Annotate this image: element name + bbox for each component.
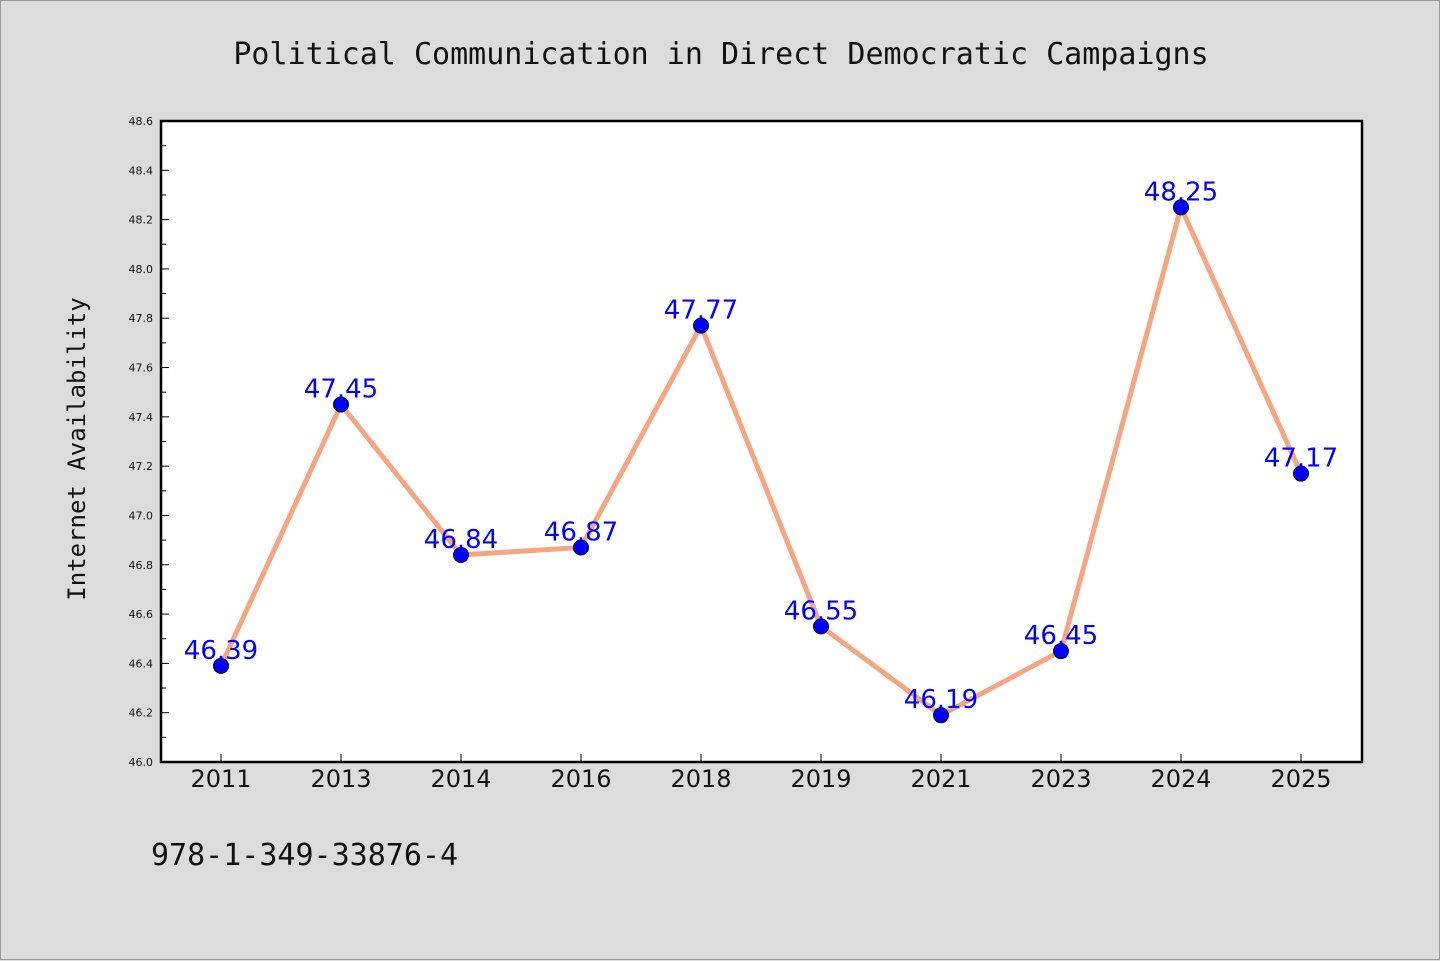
data-label: 46.84 <box>424 525 498 555</box>
data-point <box>933 707 949 724</box>
y-tick-label: 46.6 <box>129 608 154 621</box>
y-tick-label: 47.6 <box>129 362 154 375</box>
y-tick-label: 48.4 <box>129 164 154 177</box>
y-tick-label: 47.2 <box>129 460 154 473</box>
x-tick-label: 2016 <box>550 765 611 793</box>
y-axis-ticks: 46.0 46.2 46.4 46.6 46.8 47.0 47.2 47.4 47.6 47.8… <box>129 115 169 769</box>
x-tick-label: 2011 <box>190 765 251 793</box>
data-label: 47.17 <box>1264 444 1338 474</box>
chart-title: Political Communication in Direct Democr… <box>233 37 1208 72</box>
y-tick-label: 48.6 <box>129 115 154 128</box>
x-tick-label: 2025 <box>1270 765 1331 793</box>
y-tick-label: 46.8 <box>129 559 154 572</box>
y-tick-label: 46.2 <box>129 707 154 720</box>
data-label: 47.45 <box>304 375 378 405</box>
data-point <box>813 618 829 635</box>
x-tick-label: 2014 <box>430 765 491 793</box>
y-tick-label: 46.4 <box>129 657 154 670</box>
x-tick-label: 2024 <box>1150 765 1211 793</box>
data-point <box>693 317 709 334</box>
data-label: 46.45 <box>1024 621 1098 651</box>
x-tick-label: 2018 <box>670 765 731 793</box>
plot-area <box>159 119 1364 764</box>
data-labels: 46.39 47.45 46.84 46.87 47.77 46.55 46.19 46.45… <box>184 177 1338 715</box>
data-point <box>333 396 349 413</box>
data-label: 46.87 <box>544 518 618 548</box>
series-layer <box>213 199 1309 724</box>
data-label: 46.19 <box>904 685 978 715</box>
data-label: 46.55 <box>784 596 858 626</box>
data-point <box>453 546 469 563</box>
y-tick-label: 47.8 <box>129 312 154 325</box>
x-tick-label: 2019 <box>790 765 851 793</box>
y-tick-label: 47.4 <box>129 411 154 424</box>
isbn-annotation: 978-1-349-33876-4 <box>151 838 458 873</box>
series-line <box>218 204 1304 718</box>
y-tick-label: 48.2 <box>129 214 154 227</box>
y-tick-label: 46.0 <box>129 756 154 769</box>
y-tick-label: 47.0 <box>129 509 154 522</box>
x-tick-label: 2023 <box>1030 765 1091 793</box>
x-axis-ticks: 2011 2013 2014 2016 2018 2019 2021 2023 2024 2025 <box>190 754 1332 793</box>
data-point <box>1293 465 1309 482</box>
y-axis-label: Internet Availability <box>63 297 91 600</box>
data-label: 47.77 <box>664 296 738 326</box>
y-tick-label: 48.0 <box>129 263 154 276</box>
data-label: 46.39 <box>184 636 258 666</box>
x-tick-label: 2021 <box>910 765 971 793</box>
data-point <box>573 539 589 556</box>
data-label: 48.25 <box>1144 177 1218 207</box>
data-point <box>1173 199 1189 216</box>
data-point <box>1053 643 1069 660</box>
data-point <box>213 657 229 674</box>
x-tick-label: 2013 <box>310 765 371 793</box>
